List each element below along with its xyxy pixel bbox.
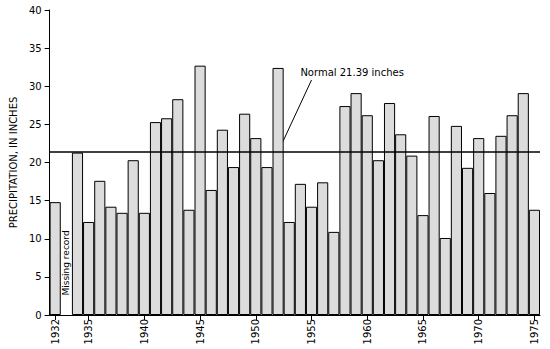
svg-text:30: 30 (29, 81, 42, 92)
svg-text:1970: 1970 (473, 319, 484, 344)
svg-text:1932: 1932 (50, 319, 61, 344)
svg-text:1940: 1940 (139, 319, 150, 344)
svg-text:1955: 1955 (306, 319, 317, 344)
svg-text:20: 20 (29, 157, 42, 168)
svg-text:PRECIPITATION, IN INCHES: PRECIPITATION, IN INCHES (8, 97, 19, 229)
svg-text:1945: 1945 (195, 319, 206, 344)
svg-text:1975: 1975 (529, 319, 540, 344)
svg-text:5: 5 (35, 271, 41, 282)
svg-text:15: 15 (29, 195, 42, 206)
svg-text:10: 10 (29, 233, 42, 244)
svg-text:1965: 1965 (417, 319, 428, 344)
svg-text:40: 40 (29, 5, 42, 16)
svg-text:35: 35 (29, 43, 42, 54)
svg-text:Missing record: Missing record (61, 230, 71, 295)
svg-text:Normal 21.39 inches: Normal 21.39 inches (300, 67, 403, 78)
svg-text:0: 0 (35, 310, 41, 321)
svg-text:25: 25 (29, 119, 42, 130)
svg-text:1935: 1935 (83, 319, 94, 344)
svg-text:1960: 1960 (362, 319, 373, 344)
svg-text:1950: 1950 (250, 319, 261, 344)
